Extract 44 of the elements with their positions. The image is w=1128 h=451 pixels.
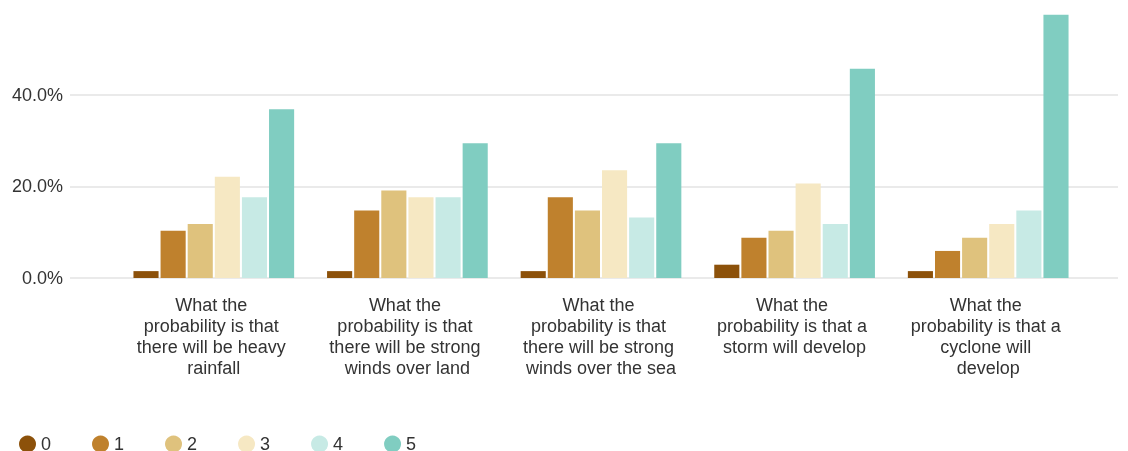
legend-label: 2 (187, 434, 198, 451)
bar (435, 197, 461, 278)
bar (714, 264, 740, 278)
bar (934, 250, 961, 278)
legend-label: 5 (406, 434, 417, 451)
bar (462, 143, 488, 278)
bar (768, 230, 794, 278)
bar (381, 190, 407, 278)
y-tick-label: 20.0% (11, 176, 63, 197)
bar (354, 210, 380, 278)
bar (602, 170, 628, 278)
bar (160, 230, 186, 278)
bar (241, 197, 268, 278)
bar (327, 271, 353, 278)
bar (907, 271, 933, 278)
legend-label: 4 (333, 434, 344, 451)
x-tick-label: What the probability is that there will be heavy rainfall (136, 294, 291, 378)
bar (520, 271, 546, 278)
bar (187, 223, 213, 278)
bar (849, 68, 875, 278)
y-tick-label: 0.0% (21, 268, 63, 288)
bar (1016, 210, 1042, 278)
bar (989, 223, 1015, 278)
legend-label: 3 (260, 434, 271, 451)
bar (547, 197, 573, 278)
legend-label: 1 (114, 434, 125, 451)
bar (822, 223, 848, 278)
bar (133, 271, 159, 278)
x-tick-label: What the probability is that a cyclone will develop (910, 294, 1066, 378)
bar (962, 237, 988, 278)
bar (574, 210, 600, 278)
bar (1043, 14, 1069, 278)
x-tick-label: What the probability is that there will be strong winds over the sea (522, 294, 680, 378)
legend-label: 0 (41, 434, 52, 451)
bar (656, 143, 682, 278)
y-tick-label: 40.0% (11, 84, 63, 105)
bar (408, 197, 434, 278)
bar (214, 176, 240, 278)
bar (741, 237, 767, 278)
bar (269, 109, 295, 278)
bar (795, 183, 821, 278)
x-tick-label: What the probability is that there will be strong winds over land (329, 294, 486, 378)
bar (629, 217, 655, 278)
x-tick-label: What the probability is that a storm will develop (717, 294, 873, 357)
